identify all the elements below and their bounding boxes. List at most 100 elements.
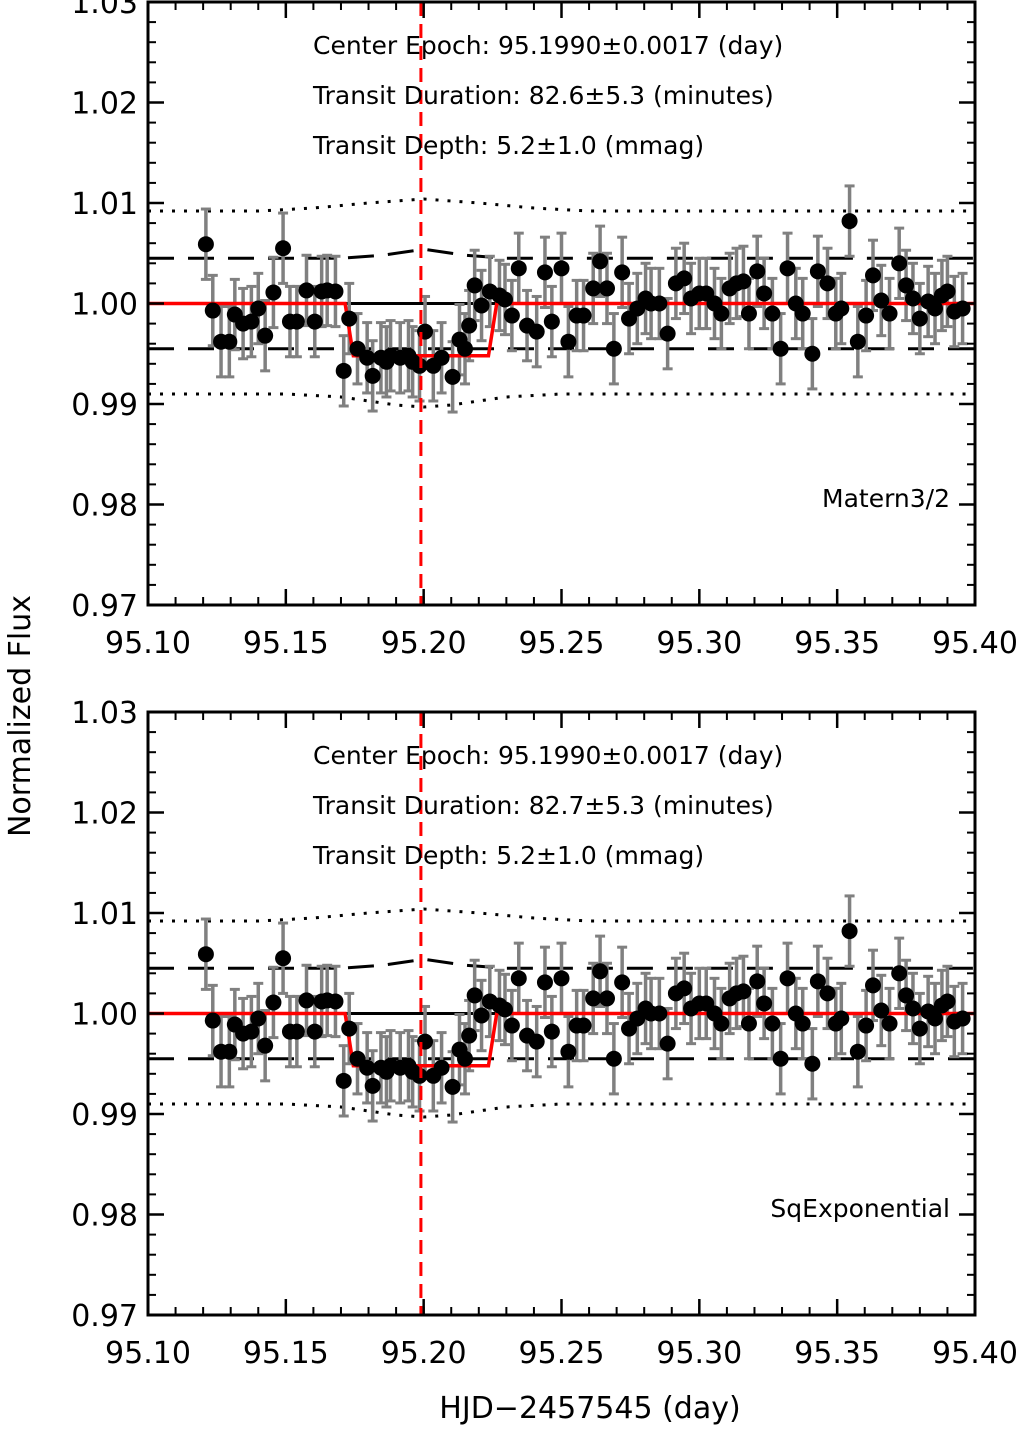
data-point <box>927 300 944 317</box>
data-point <box>740 1015 757 1032</box>
x-tick-label: 95.35 <box>794 1336 880 1371</box>
x-tick-label: 95.20 <box>381 626 467 661</box>
x-tick-label: 95.40 <box>932 626 1018 661</box>
x-tick-label: 95.15 <box>243 626 329 661</box>
data-point <box>756 285 773 302</box>
data-point <box>651 295 668 312</box>
y-tick-label: 1.02 <box>71 87 138 122</box>
plot-area <box>148 184 975 414</box>
data-point <box>735 983 752 1000</box>
data-point <box>288 313 305 330</box>
data-point <box>794 1015 811 1032</box>
data-point <box>275 950 292 967</box>
gp-sigma-lower-dotted <box>148 392 975 409</box>
y-tick-label: 0.97 <box>71 589 138 624</box>
data-point <box>197 946 214 963</box>
data-point <box>473 297 490 314</box>
data-point <box>496 1001 513 1018</box>
data-point <box>327 993 344 1010</box>
data-point <box>341 310 358 327</box>
data-point <box>849 1043 866 1060</box>
data-point <box>204 1012 221 1029</box>
data-point <box>553 970 570 987</box>
data-point <box>221 333 238 350</box>
data-point <box>779 970 796 987</box>
data-point <box>911 310 928 327</box>
data-point <box>364 1077 381 1094</box>
y-tick-label: 1.01 <box>71 187 138 222</box>
annotation-line: Center Epoch: 95.1990±0.0017 (day) <box>313 31 783 60</box>
data-point <box>341 1020 358 1037</box>
x-tick-label: 95.15 <box>243 1336 329 1371</box>
data-point <box>891 965 908 982</box>
gp-sigma-lower-dotted <box>148 1102 975 1119</box>
data-point <box>461 317 478 334</box>
y-tick-label: 1.03 <box>71 0 138 21</box>
data-point <box>197 236 214 253</box>
data-point <box>466 277 483 294</box>
y-axis-label: Normalized Flux <box>3 595 38 837</box>
data-point <box>819 275 836 292</box>
data-point <box>433 1059 450 1076</box>
data-point <box>560 1043 577 1060</box>
data-point <box>676 270 693 287</box>
data-point <box>749 973 766 990</box>
x-tick-label: 95.10 <box>105 626 191 661</box>
data-point <box>764 1015 781 1032</box>
y-tick-label: 1.03 <box>71 696 138 731</box>
data-point <box>257 1037 274 1054</box>
model-label: SqExponential <box>770 1194 950 1223</box>
data-point <box>510 260 527 277</box>
data-point <box>265 994 282 1011</box>
data-point <box>849 333 866 350</box>
data-point <box>528 1033 545 1050</box>
data-point <box>598 990 615 1007</box>
data-point <box>359 349 376 366</box>
data-point <box>585 990 602 1007</box>
data-point <box>865 267 882 284</box>
data-point <box>204 302 221 319</box>
gp-sigma-upper-dotted <box>148 197 975 213</box>
panel-sqexponential: 95.10 95.15 95.20 95.25 95.30 95.35 95.40 0.97 0… <box>71 696 1018 1371</box>
data-point <box>598 280 615 297</box>
y-tick-label: 0.99 <box>71 388 138 423</box>
x-tick-label: 95.20 <box>381 1336 467 1371</box>
data-point <box>891 255 908 272</box>
data-point <box>779 260 796 277</box>
data-point <box>898 277 915 294</box>
data-point <box>250 1010 267 1027</box>
data-point <box>466 987 483 1004</box>
model-label: Matern3/2 <box>822 484 950 513</box>
data-point <box>543 1023 560 1040</box>
data-point <box>764 305 781 322</box>
data-point <box>364 367 381 384</box>
data-point <box>676 980 693 997</box>
data-point <box>659 1035 676 1052</box>
data-point <box>927 1010 944 1027</box>
data-point <box>841 923 858 940</box>
data-point <box>335 1072 352 1089</box>
data-point <box>560 333 577 350</box>
data-point <box>265 284 282 301</box>
y-tick-label: 0.99 <box>71 1098 138 1133</box>
data-point <box>457 340 474 357</box>
data-point <box>881 305 898 322</box>
data-point <box>457 1050 474 1067</box>
data-point <box>804 1055 821 1072</box>
data-point <box>575 307 592 324</box>
data-point <box>528 323 545 340</box>
data-point <box>833 1010 850 1027</box>
annotation-line: Transit Depth: 5.2±1.0 (mmag) <box>312 841 704 870</box>
data-point <box>772 1050 789 1067</box>
data-point <box>614 264 631 281</box>
data-point <box>543 313 560 330</box>
plot-area <box>148 894 975 1124</box>
y-tick-label: 1.01 <box>71 897 138 932</box>
data-point <box>659 325 676 342</box>
data-point <box>298 282 315 299</box>
data-point <box>904 1000 921 1017</box>
data-point <box>873 1002 890 1019</box>
y-tick-label: 0.98 <box>71 1199 138 1234</box>
data-point <box>819 985 836 1002</box>
